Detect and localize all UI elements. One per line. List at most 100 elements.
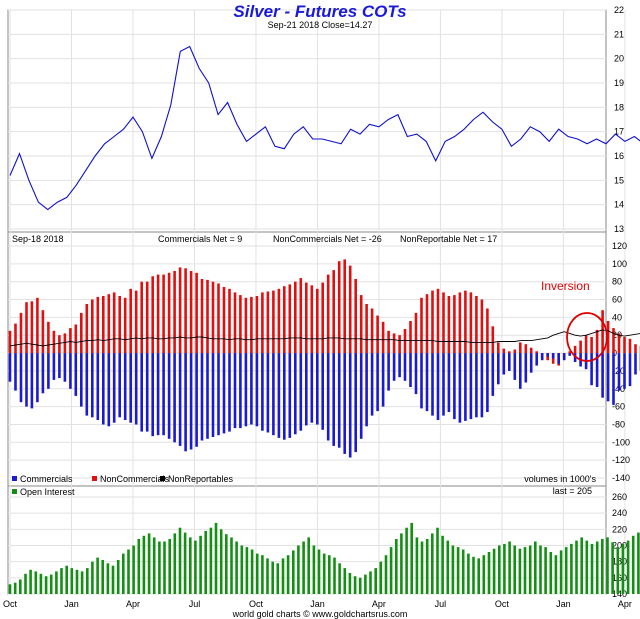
open-interest-bar: [420, 541, 424, 594]
open-interest-bar: [425, 539, 429, 594]
commercials-bar: [151, 353, 154, 437]
commercials-bar: [464, 353, 467, 421]
noncommercials-bar: [195, 272, 198, 354]
price-tick-label: 18: [614, 102, 624, 112]
open-interest-bar: [606, 537, 609, 594]
open-interest-bar: [19, 579, 22, 594]
commercials-bar: [129, 353, 132, 423]
units-note: volumes in 1000's: [524, 474, 596, 484]
nonreportables-line: [9, 329, 640, 347]
commercials-bar: [8, 353, 12, 382]
open-interest-bar: [116, 560, 120, 594]
noncommercials-bar: [255, 296, 259, 354]
commercials-bar: [123, 353, 127, 420]
noncommercials-bar: [634, 344, 637, 354]
noncommercials-bar: [497, 342, 500, 354]
cot-tick-label: 100: [612, 259, 627, 269]
commercials-bar: [436, 353, 440, 420]
noncommercials-bar: [151, 276, 154, 353]
open-interest-bar: [137, 539, 141, 594]
open-interest-bar: [513, 545, 516, 594]
noncommercials-bar: [409, 321, 412, 354]
noncommercials-bar: [85, 304, 89, 354]
open-interest-bar: [492, 548, 496, 594]
noncommercials-bar: [529, 347, 533, 354]
commercials-bar: [343, 353, 346, 454]
noncommercials-bar: [348, 265, 352, 353]
open-interest-bar: [158, 541, 161, 594]
cot-tick-label: 80: [612, 277, 622, 287]
commercials-bar: [348, 353, 352, 458]
open-interest-bar: [75, 569, 79, 595]
noncommercials-bar: [305, 282, 308, 354]
noncommercials-bar: [41, 310, 45, 353]
cot-tick-label: 40: [612, 312, 622, 322]
cot-tick-label: -120: [612, 455, 630, 465]
noncommercials-bar: [392, 333, 396, 353]
cot-tick-label: -60: [612, 402, 625, 412]
commercials-bar: [41, 353, 45, 394]
legend-label: NonCommercials: [100, 474, 170, 484]
open-interest-bar: [364, 574, 367, 594]
noncommercials-bar: [387, 330, 390, 354]
commercials-bar: [178, 353, 182, 446]
commercials-bar: [442, 353, 445, 416]
noncommercials-bar: [52, 330, 56, 354]
open-interest-bar: [467, 553, 470, 594]
x-tick-label: Jan: [64, 599, 79, 609]
commercials-bar: [321, 353, 324, 430]
open-interest-bar: [106, 563, 110, 594]
noncommercials-bar: [134, 290, 138, 354]
noncommercials-bar: [69, 328, 72, 354]
noncommercials-bar: [332, 270, 335, 354]
open-interest-bar: [498, 545, 501, 594]
legend-label: Open Interest: [20, 487, 75, 497]
open-interest-bar: [286, 555, 290, 594]
noncommercials-bar: [8, 330, 12, 354]
oi-tick-label: 200: [612, 541, 627, 551]
open-interest-bar: [307, 537, 310, 594]
commercials-bar: [189, 353, 193, 450]
open-interest-bar: [415, 537, 419, 594]
commercials-bar: [277, 353, 281, 438]
commercials-bar: [365, 353, 368, 427]
noncommercials-bar: [524, 344, 528, 354]
open-interest-bar: [240, 545, 244, 594]
commercials-bar: [80, 353, 83, 407]
commercials-bar: [63, 353, 67, 382]
noncommercials-bar: [480, 299, 484, 353]
noncommercials-bar: [354, 279, 357, 354]
open-interest-bar: [389, 547, 393, 594]
open-interest-bar: [446, 540, 450, 594]
noncommercials-bar: [261, 292, 264, 354]
legend-swatch: [160, 476, 165, 481]
noncommercials-bar: [19, 312, 23, 354]
open-interest-bar: [250, 549, 254, 594]
x-tick-label: Apr: [618, 599, 632, 609]
commercials-bar: [255, 353, 259, 427]
noncommercials-bar: [25, 302, 28, 354]
open-interest-bar: [13, 582, 17, 594]
noncommercials-bar: [442, 292, 445, 354]
open-interest-bar: [549, 552, 553, 594]
commercials-bar: [480, 353, 484, 418]
commercials-bar: [354, 353, 357, 453]
x-tick-label: Oct: [3, 599, 18, 609]
noncommercials-net-readout: NonCommercials Net = -26: [273, 234, 382, 244]
open-interest-bar: [194, 540, 197, 594]
open-interest-bar: [585, 540, 589, 594]
commercials-bar: [453, 353, 456, 420]
inversion-circle: [566, 312, 608, 362]
price-tick-label: 16: [614, 151, 624, 161]
commercials-bar: [25, 353, 28, 407]
commercials-bar: [239, 353, 242, 429]
commercials-bar: [359, 353, 363, 439]
commercials-bar: [69, 353, 72, 389]
price-tick-label: 22: [614, 5, 624, 15]
open-interest-bar: [384, 555, 388, 594]
commercials-bar: [458, 353, 462, 423]
price-tick-label: 21: [614, 29, 624, 39]
legend-swatch: [92, 476, 97, 481]
noncommercials-bar: [595, 329, 599, 354]
